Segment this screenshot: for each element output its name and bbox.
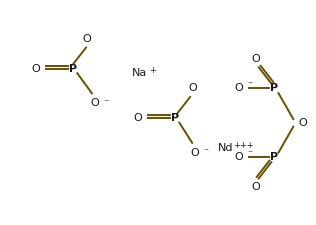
Text: P: P (270, 83, 278, 93)
Text: O: O (82, 34, 91, 44)
Text: +++: +++ (233, 141, 254, 150)
Text: Na: Na (132, 68, 148, 77)
Text: O: O (234, 153, 243, 162)
Text: Nd: Nd (217, 143, 233, 153)
Text: ⁻: ⁻ (204, 148, 209, 157)
Text: +: + (149, 65, 156, 74)
Text: O: O (252, 182, 260, 192)
Text: P: P (171, 113, 179, 123)
Text: O: O (32, 63, 40, 74)
Text: O: O (252, 54, 260, 64)
Text: P: P (270, 153, 278, 162)
Text: O: O (90, 98, 99, 108)
Text: O: O (234, 83, 243, 93)
Text: P: P (69, 63, 77, 74)
Text: O: O (188, 83, 197, 93)
Text: ⁻: ⁻ (103, 98, 109, 108)
Text: O: O (298, 118, 307, 128)
Text: O: O (134, 113, 143, 123)
Text: ⁻: ⁻ (247, 80, 252, 90)
Text: ⁻: ⁻ (247, 150, 252, 160)
Text: O: O (190, 148, 199, 157)
